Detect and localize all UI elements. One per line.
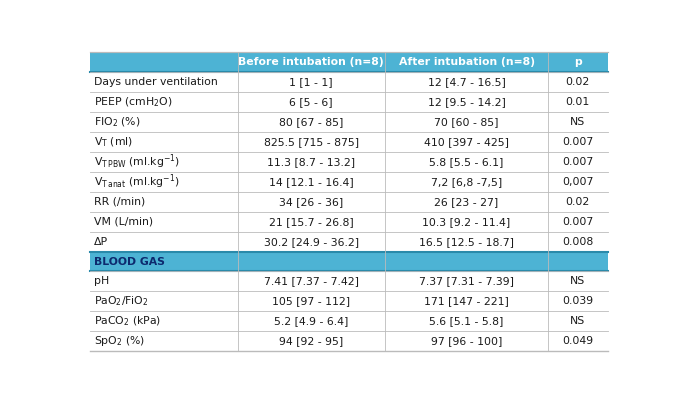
Bar: [90, 331, 607, 351]
Text: FIO$_2$ (%): FIO$_2$ (%): [94, 115, 141, 129]
Bar: [90, 172, 607, 192]
Text: RR (/min): RR (/min): [94, 197, 146, 207]
Text: 26 [23 - 27]: 26 [23 - 27]: [435, 197, 498, 207]
Text: 0.007: 0.007: [562, 217, 593, 227]
Bar: [90, 72, 607, 92]
Bar: [90, 271, 607, 291]
Text: Days under ventilation: Days under ventilation: [94, 77, 218, 87]
Text: 16.5 [12.5 - 18.7]: 16.5 [12.5 - 18.7]: [419, 236, 514, 247]
Text: 105 [97 - 112]: 105 [97 - 112]: [272, 297, 351, 306]
Bar: [90, 192, 607, 212]
Text: SpO$_2$ (%): SpO$_2$ (%): [94, 334, 145, 348]
Bar: [90, 132, 607, 152]
Text: 0.008: 0.008: [562, 236, 593, 247]
Text: 94 [92 - 95]: 94 [92 - 95]: [279, 336, 343, 346]
Text: Before intubation (n=8): Before intubation (n=8): [239, 57, 384, 67]
Text: ΔP: ΔP: [94, 236, 108, 247]
Bar: [90, 212, 607, 232]
Text: BLOOD GAS: BLOOD GAS: [94, 257, 165, 267]
Text: After intubation (n=8): After intubation (n=8): [399, 57, 534, 67]
Text: 21 [15.7 - 26.8]: 21 [15.7 - 26.8]: [269, 217, 354, 227]
Text: PEEP (cmH$_2$O): PEEP (cmH$_2$O): [94, 96, 173, 109]
Text: PaCO$_2$ (kPa): PaCO$_2$ (kPa): [94, 314, 161, 328]
Text: 0.02: 0.02: [565, 77, 590, 87]
Bar: [90, 291, 607, 311]
Text: 0.039: 0.039: [562, 297, 593, 306]
Text: NS: NS: [570, 277, 585, 287]
Text: 0.01: 0.01: [565, 97, 590, 107]
Text: 6 [5 - 6]: 6 [5 - 6]: [290, 97, 333, 107]
Text: 12 [4.7 - 16.5]: 12 [4.7 - 16.5]: [428, 77, 506, 87]
Bar: [90, 311, 607, 331]
Text: V$_\mathrm{T}$ (ml): V$_\mathrm{T}$ (ml): [94, 135, 134, 149]
Text: 5.6 [5.1 - 5.8]: 5.6 [5.1 - 5.8]: [429, 316, 504, 326]
Bar: [90, 53, 607, 72]
Text: 12 [9.5 - 14.2]: 12 [9.5 - 14.2]: [428, 97, 506, 107]
Text: 0.007: 0.007: [562, 137, 593, 147]
Text: 0.02: 0.02: [565, 197, 590, 207]
Text: V$_\mathrm{T\,anat}$ (ml.kg$^{-1}$): V$_\mathrm{T\,anat}$ (ml.kg$^{-1}$): [94, 173, 180, 191]
Text: 5.8 [5.5 - 6.1]: 5.8 [5.5 - 6.1]: [429, 157, 504, 167]
Text: 0,007: 0,007: [562, 177, 593, 187]
Bar: [90, 232, 607, 252]
Text: 10.3 [9.2 - 11.4]: 10.3 [9.2 - 11.4]: [422, 217, 511, 227]
Text: p: p: [574, 57, 582, 67]
Text: VM (L/min): VM (L/min): [94, 217, 153, 227]
Bar: [90, 152, 607, 172]
Bar: [90, 112, 607, 132]
Bar: [90, 92, 607, 112]
Text: 80 [67 - 85]: 80 [67 - 85]: [279, 117, 344, 127]
Text: 7.41 [7.37 - 7.42]: 7.41 [7.37 - 7.42]: [264, 277, 359, 287]
Text: 97 [96 - 100]: 97 [96 - 100]: [431, 336, 502, 346]
Text: 1 [1 - 1]: 1 [1 - 1]: [290, 77, 333, 87]
Text: 0.007: 0.007: [562, 157, 593, 167]
Text: 410 [397 - 425]: 410 [397 - 425]: [424, 137, 509, 147]
Text: 0.049: 0.049: [562, 336, 593, 346]
Text: 70 [60 - 85]: 70 [60 - 85]: [435, 117, 499, 127]
Text: V$_\mathrm{T\,PBW}$ (ml.kg$^{-1}$): V$_\mathrm{T\,PBW}$ (ml.kg$^{-1}$): [94, 152, 180, 171]
Text: 7,2 [6,8 -7,5]: 7,2 [6,8 -7,5]: [431, 177, 502, 187]
Text: PaO$_2$/FiO$_2$: PaO$_2$/FiO$_2$: [94, 295, 149, 308]
Text: 825.5 [715 - 875]: 825.5 [715 - 875]: [264, 137, 359, 147]
Text: NS: NS: [570, 316, 585, 326]
Text: 171 [147 - 221]: 171 [147 - 221]: [424, 297, 509, 306]
Text: 7.37 [7.31 - 7.39]: 7.37 [7.31 - 7.39]: [419, 277, 514, 287]
Text: 5.2 [4.9 - 6.4]: 5.2 [4.9 - 6.4]: [274, 316, 348, 326]
Text: 14 [12.1 - 16.4]: 14 [12.1 - 16.4]: [269, 177, 354, 187]
Text: pH: pH: [94, 277, 109, 287]
Text: 30.2 [24.9 - 36.2]: 30.2 [24.9 - 36.2]: [264, 236, 359, 247]
Text: NS: NS: [570, 117, 585, 127]
Text: 34 [26 - 36]: 34 [26 - 36]: [279, 197, 343, 207]
Text: 11.3 [8.7 - 13.2]: 11.3 [8.7 - 13.2]: [267, 157, 355, 167]
Bar: [90, 252, 607, 271]
